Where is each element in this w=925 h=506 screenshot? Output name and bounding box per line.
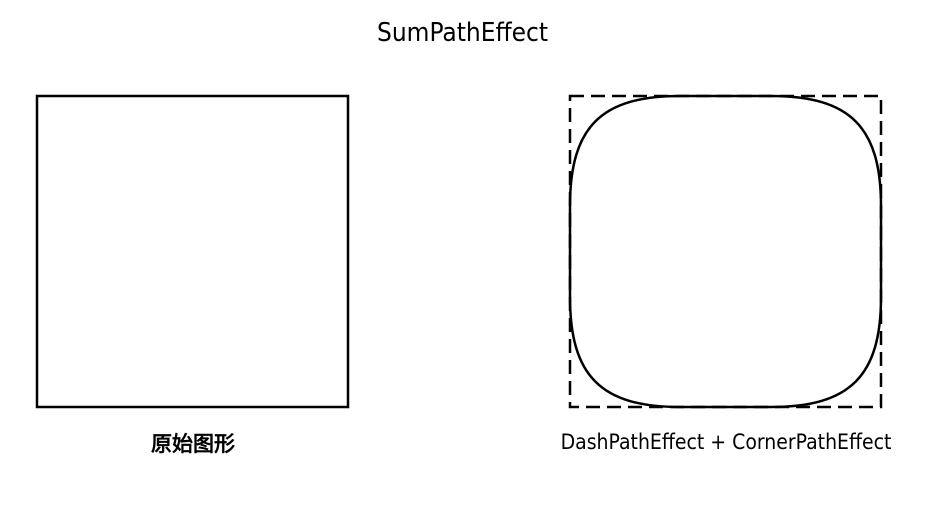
sum-effect-caption: DashPathEffect + CornerPathEffect <box>560 430 892 454</box>
dashed-square <box>568 94 883 409</box>
rounded-corner-shape <box>568 94 883 409</box>
diagram-title: SumPathEffect <box>376 18 549 48</box>
original-square <box>35 94 350 409</box>
original-shape-caption: 原始图形 <box>151 432 235 456</box>
